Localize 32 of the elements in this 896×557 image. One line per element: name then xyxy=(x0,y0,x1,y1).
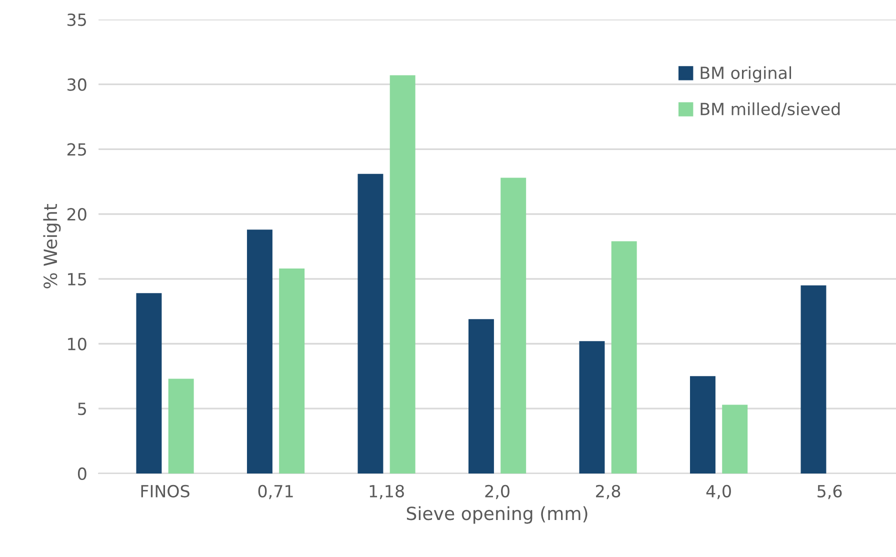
x-tick-label: 2,0 xyxy=(485,484,510,500)
x-tick-label: 4,0 xyxy=(706,484,731,500)
bar xyxy=(500,178,526,474)
y-tick-label: 15 xyxy=(68,273,86,286)
bar xyxy=(800,285,826,474)
y-axis-title: % Weight xyxy=(43,204,61,288)
x-axis-title: Sieve opening (mm) xyxy=(406,506,588,524)
y-tick-label: 10 xyxy=(68,338,86,350)
bar xyxy=(358,174,384,474)
bar xyxy=(579,341,605,474)
y-tick-label: 20 xyxy=(67,208,86,221)
y-tick-label: 35 xyxy=(68,13,86,26)
legend-label: BM milled/sieved xyxy=(700,102,840,117)
bar xyxy=(246,230,272,474)
x-tick-label: 1,18 xyxy=(370,484,404,500)
bar xyxy=(279,268,305,474)
x-tick-label: FINOS xyxy=(141,484,190,498)
bar xyxy=(468,319,494,474)
bar xyxy=(136,293,162,474)
y-tick-label: 30 xyxy=(68,78,86,91)
y-tick-label: 25 xyxy=(67,143,86,156)
bar xyxy=(168,378,194,474)
x-tick-label: 2,8 xyxy=(596,484,620,500)
bar xyxy=(690,376,716,474)
legend-label: BM original xyxy=(700,66,792,82)
y-tick-label: 5 xyxy=(78,402,86,416)
x-tick-label: 5,6 xyxy=(818,484,842,500)
bar xyxy=(390,75,416,474)
bar xyxy=(722,404,748,474)
y-tick-label: 0 xyxy=(78,467,86,480)
bar xyxy=(611,241,637,474)
x-tick-label: 0,71 xyxy=(258,484,293,500)
